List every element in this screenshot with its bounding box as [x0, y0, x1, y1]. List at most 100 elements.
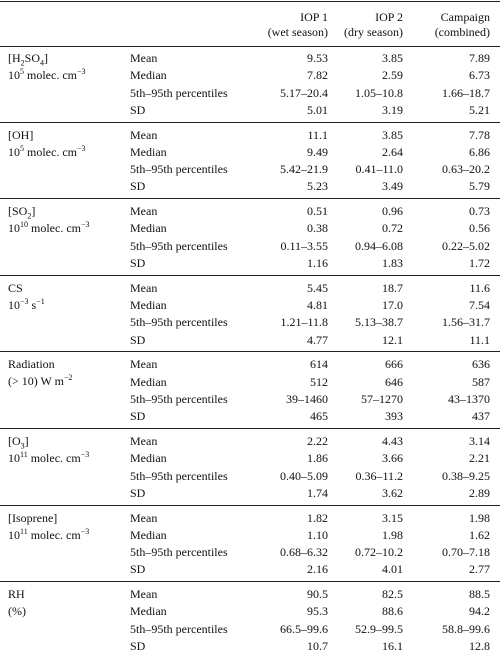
stat-value: 16.1 [382, 639, 403, 654]
stat-name: Mean [130, 280, 158, 295]
label-segment: ] [44, 51, 49, 65]
stat-name: 5th–95th percentiles [130, 621, 228, 636]
stat-value: 3.66 [382, 451, 403, 466]
header-row: IOP 1 (wet season) IOP 2 (dry season) Campai… [0, 1, 500, 47]
stat-row: Mean 0.51 0.96 0.73 [0, 203, 500, 220]
stat-name: SD [130, 639, 146, 654]
stat-value: 0.40–5.09 [280, 468, 328, 483]
stat-row: SD 5.01 3.19 5.21 [0, 102, 500, 119]
column-header: IOP 2 (dry season) [344, 10, 403, 40]
stat-value: 0.11–3.55 [280, 238, 328, 253]
stat-name: 5th–95th percentiles [130, 545, 228, 560]
stat-value: 0.36–11.2 [355, 468, 403, 483]
stat-name: Median [130, 374, 167, 389]
stat-row: 5th–95th percentiles 66.5–99.6 52.9–99.5 58… [0, 621, 500, 638]
stat-value: 0.96 [382, 204, 403, 219]
stat-value: 1.74 [307, 485, 328, 500]
stat-value: 12.8 [469, 639, 490, 654]
label-segment: molec. cm [27, 527, 81, 542]
variable-label: [OH] 105 molec. cm−3 [8, 127, 86, 161]
stat-name: SD [130, 562, 146, 577]
stat-value: 0.72–10.2 [355, 545, 403, 560]
stat-value: 666 [385, 357, 403, 372]
stat-value: 5.17–20.4 [280, 85, 328, 100]
label-segment: 5 [20, 143, 24, 153]
stat-value: 437 [472, 409, 490, 424]
label-segment: 11 [20, 450, 28, 459]
stat-value: 1.72 [469, 256, 490, 271]
stat-value: 3.85 [382, 51, 403, 65]
variable-label-line: 1011 molec. cm−3 [8, 450, 89, 467]
variable-label-line: [OH] [8, 127, 86, 144]
stat-value: 5.21 [469, 102, 490, 117]
stat-row: 5th–95th percentiles 1.21–11.8 5.13–38.7 1.… [0, 314, 500, 331]
variable-label-line: [O3] [8, 433, 89, 450]
label-segment: −3 [80, 526, 90, 536]
stat-value: 6.86 [469, 144, 490, 159]
stat-value: 2.59 [382, 68, 403, 83]
stat-name: SD [130, 179, 146, 194]
label-segment: 5 [20, 67, 24, 76]
stat-value: 3.14 [469, 434, 490, 448]
stat-value: 1.98 [469, 510, 490, 525]
label-segment: ] [31, 204, 36, 219]
stat-name: SD [130, 332, 146, 347]
stat-value: 17.0 [382, 298, 403, 313]
label-segment: 10 [8, 297, 20, 312]
stat-row: Mean 2.22 4.43 3.14 [0, 433, 500, 450]
stat-value: 11.1 [307, 127, 328, 142]
label-segment: Radiation [8, 357, 55, 372]
stat-value: 1.62 [469, 527, 490, 542]
stat-value: 5.45 [307, 280, 328, 295]
label-segment: 2 [20, 58, 25, 68]
label-segment: 11 [20, 526, 28, 536]
column-header: Campaign (combined) [435, 10, 490, 40]
stat-value: 90.5 [307, 587, 328, 602]
stat-row: SD 1.16 1.83 1.72 [0, 255, 500, 272]
stat-value: 393 [385, 409, 403, 424]
label-segment: [SO [8, 204, 28, 219]
label-segment: 2 [27, 211, 32, 221]
stat-value: 1.56–31.7 [442, 315, 490, 330]
variable-label-line: (> 10) W m−2 [8, 373, 73, 390]
stat-row: SD 10.7 16.1 12.8 [0, 638, 500, 655]
column-header-line: IOP 2 [375, 10, 403, 24]
label-segment: 10 [20, 220, 28, 230]
stat-value: 5.01 [307, 102, 328, 117]
variable-label-line: 1011 molec. cm−3 [8, 527, 89, 544]
variable-label: Radiation (> 10) W m−2 [8, 356, 73, 390]
stat-name: SD [130, 102, 146, 117]
stat-value: 5.79 [469, 179, 490, 194]
stat-value: 4.01 [382, 562, 403, 577]
stat-value: 2.89 [469, 485, 490, 500]
stat-row: 5th–95th percentiles 39–1460 57–1270 43–137… [0, 391, 500, 408]
stat-value: 1.98 [382, 527, 403, 542]
stat-name: Mean [130, 127, 158, 142]
label-segment: molec. cm [27, 451, 81, 465]
variable-label-line: 105 molec. cm−3 [8, 144, 86, 161]
stat-row: SD 465 393 437 [0, 408, 500, 425]
stat-value: 0.22–5.02 [442, 238, 490, 253]
label-segment: molec. cm [28, 221, 81, 236]
variable-label-line: RH [8, 586, 26, 603]
stat-row: Mean 614 666 636 [0, 356, 500, 373]
stat-value: 0.38 [307, 221, 328, 236]
variable-group: CS 10−3 s−1 Mean 5.45 18.7 11.6 Median 4.81 17.0… [0, 276, 500, 353]
stat-row: SD 5.23 3.49 5.79 [0, 178, 500, 195]
stat-value: 2.22 [307, 434, 328, 448]
stat-value: 1.10 [307, 527, 328, 542]
stat-name: SD [130, 409, 146, 424]
stat-value: 7.54 [469, 298, 490, 313]
stat-row: 5th–95th percentiles 5.17–20.4 1.05–10.8 1.… [0, 85, 500, 102]
stat-value: 0.68–6.32 [280, 545, 328, 560]
variable-label: [H2SO4] 105 molec. cm−3 [8, 50, 86, 84]
variable-group: [OH] 105 molec. cm−3 Mean 11.1 3.85 7.78 Media… [0, 123, 500, 200]
stat-value: 1.05–10.8 [355, 85, 403, 100]
stat-value: 2.16 [307, 562, 328, 577]
stat-value: 7.78 [469, 127, 490, 142]
variable-label-line: 105 molec. cm−3 [8, 67, 86, 84]
label-segment: [Isoprene] [8, 510, 58, 525]
column-header-line: (dry season) [344, 25, 403, 39]
stat-row: SD 1.74 3.62 2.89 [0, 485, 500, 502]
